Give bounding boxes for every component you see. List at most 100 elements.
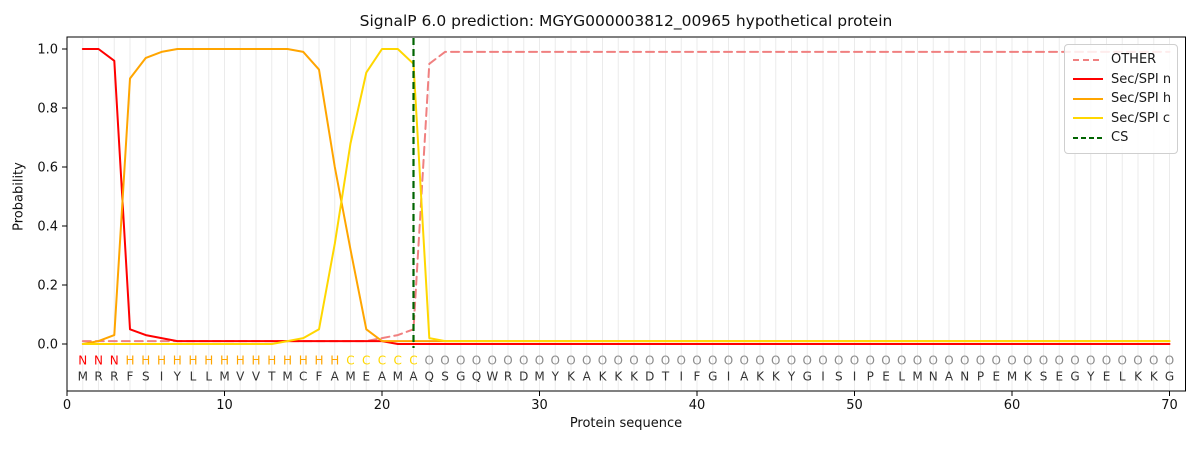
region-label-letter: C (362, 354, 370, 368)
sequence-letter: D (519, 370, 528, 384)
x-tick-label: 30 (531, 398, 548, 413)
sequence-letter: K (1134, 370, 1143, 384)
region-label-letter: O (724, 354, 733, 368)
region-label-letter: O (677, 354, 686, 368)
region-label-letter: O (740, 354, 749, 368)
x-tick-label: 60 (1004, 398, 1021, 413)
region-label-letter: O (866, 354, 875, 368)
y-tick-label: 0.6 (37, 161, 58, 176)
sequence-letter: I (160, 370, 164, 384)
region-label-letter: C (346, 354, 354, 368)
curve-sec-spi-c (81, 48, 1171, 345)
region-label-letter: O (708, 354, 717, 368)
sequence-letter: R (94, 370, 102, 384)
legend-line-cs-icon (1073, 136, 1103, 139)
region-label-letter: N (78, 354, 87, 368)
sequence-letter: Y (1086, 370, 1095, 384)
region-label-letter: C (394, 354, 402, 368)
region-label-letter: O (692, 354, 701, 368)
sequence-letter: I (821, 370, 825, 384)
legend-item-other: OTHER (1073, 50, 1169, 70)
region-label-letter: O (897, 354, 906, 368)
region-label-letter: O (803, 354, 812, 368)
sequence-letter: K (614, 370, 623, 384)
sequence-letter: E (882, 370, 890, 384)
region-label-letter: O (960, 354, 969, 368)
sequence-letter: C (299, 370, 307, 384)
sequence-letter: G (803, 370, 812, 384)
plot-frame (66, 36, 1186, 392)
sequence-letter: L (1119, 370, 1126, 384)
legend-item-cs: CS (1073, 128, 1169, 148)
sequence-letter: S (1040, 370, 1048, 384)
sequence-letter: Q (425, 370, 434, 384)
legend-item-sec-spi-c: Sec/SPI c (1073, 109, 1170, 129)
sequence-letter: Q (472, 370, 481, 384)
region-label-letter: O (787, 354, 796, 368)
gridlines (82, 38, 1170, 390)
legend-line-sec-spi-n-icon (1073, 78, 1103, 81)
sequence-letter: F (127, 370, 134, 384)
region-label-letter: O (629, 354, 638, 368)
sequence-letter: M (534, 370, 544, 384)
region-label-letter: O (1023, 354, 1032, 368)
sequence-letter: N (960, 370, 969, 384)
region-label-letter: O (582, 354, 591, 368)
sequence-letter: K (756, 370, 765, 384)
region-label-letter: O (929, 354, 938, 368)
region-label-letter: N (94, 354, 103, 368)
legend-box: OTHER Sec/SPI n Sec/SPI h Sec/SPI c CS (1064, 44, 1178, 154)
sequence-letter: A (378, 370, 387, 384)
region-label-letter: O (944, 354, 953, 368)
region-label-letter: O (472, 354, 481, 368)
sequence-letter: T (661, 370, 670, 384)
region-label-letter: H (204, 354, 213, 368)
sequence-letter: A (409, 370, 418, 384)
region-label-letter: O (535, 354, 544, 368)
region-label-letter: O (1133, 354, 1142, 368)
region-label-letter: O (519, 354, 528, 368)
region-label-letter: N (110, 354, 119, 368)
x-axis-label: Protein sequence (569, 416, 683, 431)
sequence-letter: K (599, 370, 608, 384)
region-label-letter: H (220, 354, 229, 368)
region-label-letter: O (645, 354, 654, 368)
legend-line-sec-spi-c-icon (1073, 117, 1103, 120)
region-label-letter: O (1102, 354, 1111, 368)
sequence-letter: Y (551, 370, 560, 384)
region-label-letter: C (409, 354, 417, 368)
sequence-letter: P (867, 370, 874, 384)
sequence-letter: V (236, 370, 245, 384)
x-tick-label: 0 (63, 398, 71, 413)
sequence-letter: S (835, 370, 843, 384)
region-label-letter: H (125, 354, 134, 368)
sequence-letter: V (252, 370, 261, 384)
region-label-letter: O (503, 354, 512, 368)
x-tick-label: 20 (374, 398, 391, 413)
region-label-letter: O (661, 354, 670, 368)
legend-label-sec-spi-n: Sec/SPI n (1111, 71, 1172, 87)
sequence-letter: G (708, 370, 717, 384)
sequence-letter: R (504, 370, 512, 384)
region-label-letter: O (1070, 354, 1079, 368)
sequence-letter: L (205, 370, 212, 384)
x-tick-label: 10 (216, 398, 233, 413)
sequence-letter: N (929, 370, 938, 384)
sequence-letter: P (977, 370, 984, 384)
sequence-letter: R (110, 370, 118, 384)
region-label-letter: H (330, 354, 339, 368)
region-label-letter: O (456, 354, 465, 368)
sequence-letter: K (567, 370, 576, 384)
region-label-letter: O (976, 354, 985, 368)
sequence-letter: M (219, 370, 229, 384)
region-label-letter: O (551, 354, 560, 368)
curve-sec-spi-n (81, 48, 1171, 345)
sequence-letter: A (331, 370, 340, 384)
sequence-letter: T (267, 370, 276, 384)
region-label-letter: H (283, 354, 292, 368)
region-label-letter: O (818, 354, 827, 368)
region-label-letter: H (173, 354, 182, 368)
region-label-letter: O (1086, 354, 1095, 368)
y-tick-label: 0.2 (37, 279, 58, 294)
